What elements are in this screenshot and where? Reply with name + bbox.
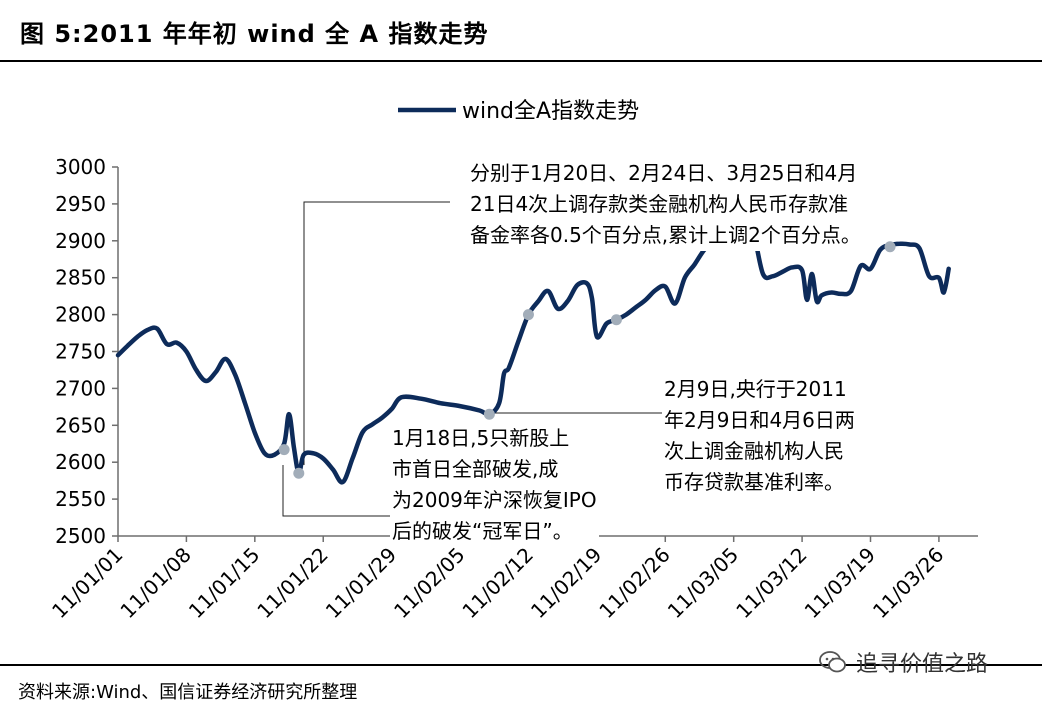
event-marker	[483, 408, 495, 420]
y-tick-label: 2500	[55, 524, 106, 548]
x-tick-label: 11/02/12	[458, 543, 538, 623]
x-tick-label: 11/01/08	[115, 543, 195, 623]
y-tick-label: 3000	[55, 155, 106, 179]
y-tick-label: 2900	[55, 229, 106, 253]
annotation-line: 2月9日,央行于2011	[664, 377, 847, 401]
connector-ipo	[282, 465, 392, 517]
event-marker	[522, 309, 534, 321]
y-tick-label: 2550	[55, 487, 106, 511]
annotation-line: 年2月9日和4月6日两	[664, 408, 855, 432]
annotation-line: 21日4次上调存款类金融机构人民币存款准	[470, 192, 849, 216]
annotation-ipo: 1月18日,5只新股上 市首日全部破发,成 为2009年沪深恢复IPO 后的破发…	[390, 423, 599, 547]
watermark-text: 追寻价值之路	[856, 652, 989, 677]
event-marker	[278, 444, 290, 456]
series-line-wind-a	[115, 226, 951, 485]
annotation-line: 市首日全部破发,成	[392, 457, 559, 481]
event-marker	[610, 314, 622, 326]
annotation-line: 后的破发“冠军日”。	[392, 519, 573, 543]
annotation-line: 备金率各0.5个百分点,累计上调2个百分点。	[470, 223, 861, 247]
x-tick-label: 11/03/19	[800, 543, 880, 623]
event-marker	[293, 467, 305, 479]
connector-rrr	[303, 201, 450, 465]
event-marker	[884, 241, 896, 253]
y-axis: 2500 2550 2600 2650 2700 2750 2800 2850 2900 2950…	[55, 155, 119, 548]
annotation-connectors	[282, 201, 662, 517]
x-tick-label: 11/03/26	[868, 543, 948, 623]
wechat-icon	[819, 651, 846, 673]
annotation-line: 次上调金融机构人民	[664, 439, 844, 463]
annotation-line: 币存贷款基准利率。	[664, 470, 844, 494]
watermark: 追寻价值之路	[818, 646, 988, 678]
line-chart: 2500 2550 2600 2650 2700 2750 2800 2850 2900 2950…	[47, 99, 978, 623]
annotation-line: 分别于1月20日、2月24日、3月25日和4月	[470, 161, 858, 185]
annotation-line: 1月18日,5只新股上	[392, 426, 570, 450]
event-markers	[278, 241, 896, 479]
annotation-rate: 2月9日,央行于2011 年2月9日和4月6日两 次上调金融机构人民 币存贷款基…	[662, 374, 857, 498]
title-divider	[0, 60, 1042, 62]
x-tick-label: 11/02/05	[389, 543, 469, 623]
x-tick-label: 11/01/29	[321, 543, 401, 623]
x-tick-label: 11/02/26	[594, 543, 674, 623]
y-tick-label: 2650	[55, 413, 106, 437]
x-tick-label: 11/01/01	[47, 543, 127, 623]
annotation-line: 为2009年沪深恢复IPO	[392, 488, 597, 512]
source-note: 资料来源:Wind、国信证券经济研究所整理	[18, 682, 358, 703]
y-tick-label: 2700	[55, 376, 106, 400]
x-axis: 11/01/0111/01/0811/01/1511/01/2211/01/29…	[47, 535, 978, 623]
footer-divider	[0, 664, 1042, 666]
y-tick-label: 2600	[55, 450, 106, 474]
y-tick-label: 2850	[55, 266, 106, 290]
x-tick-label: 11/03/05	[663, 543, 743, 623]
legend: wind全A指数走势	[398, 99, 639, 124]
x-tick-label: 11/02/19	[526, 543, 606, 623]
y-tick-label: 2950	[55, 192, 106, 216]
x-tick-label: 11/01/22	[252, 543, 332, 623]
y-tick-label: 2800	[55, 303, 106, 327]
page-title: 图 5:2011 年年初 wind 全 A 指数走势	[20, 20, 489, 48]
legend-label: wind全A指数走势	[462, 99, 639, 124]
x-tick-label: 11/01/15	[184, 543, 264, 623]
y-tick-label: 2750	[55, 340, 106, 364]
x-tick-label: 11/03/12	[731, 543, 811, 623]
annotation-rrr: 分别于1月20日、2月24日、3月25日和4月 21日4次上调存款类金融机构人民…	[468, 158, 863, 251]
